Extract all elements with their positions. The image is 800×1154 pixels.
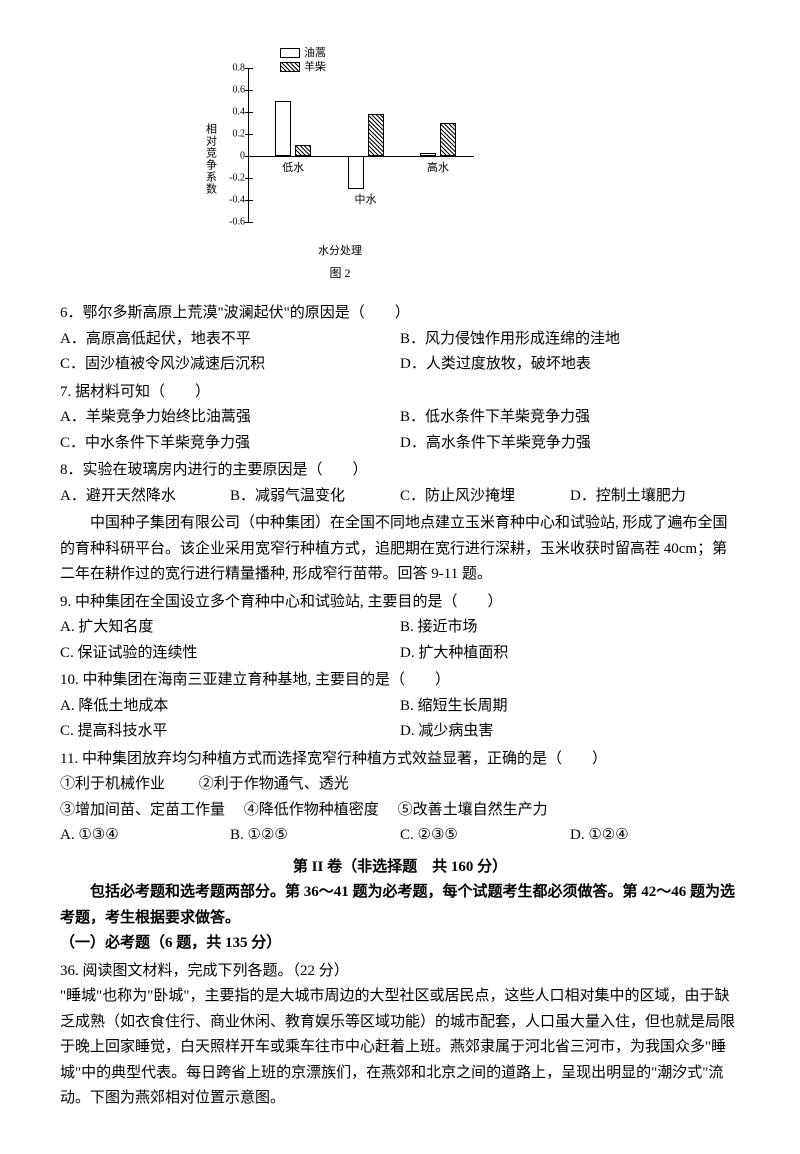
option-a: A．高原高低起伏，地表不平	[60, 327, 400, 353]
bar-chart: 油蒿 羊柴 相对竞争系数 0.8 0.6 0.4 0.2 0 -0.2 -0.4…	[200, 40, 480, 240]
option-c: C. ②③⑤	[400, 823, 570, 849]
part-ii-instructions: 包括必考题和选考题两部分。第 36～41 题为必考题，每个试题考生都必须做答。第…	[60, 880, 740, 931]
option-c: C．防止风沙掩埋	[400, 484, 570, 510]
option-b: B．低水条件下羊柴竞争力强	[400, 405, 740, 431]
part-ii-heading: 第 II 卷（非选择题 共 160 分）	[60, 855, 740, 881]
option-b: B．风力侵蚀作用形成连绵的洼地	[400, 327, 740, 353]
question-9: 9. 中种集团在全国设立多个育种中心和试验站, 主要目的是（ ） A. 扩大知名…	[60, 590, 740, 667]
question-8: 8．实验在玻璃房内进行的主要原因是（ ） A．避开天然降水 B．减弱气温变化 C…	[60, 458, 740, 509]
option-c: C．固沙植被令风沙减速后沉积	[60, 352, 400, 378]
option-a: A. 扩大知名度	[60, 615, 400, 641]
bar-open	[420, 153, 436, 156]
legend-swatch-open	[280, 48, 300, 58]
x-axis-title: 水分处理	[200, 242, 480, 261]
question-10: 10. 中种集团在海南三亚建立育种基地, 主要目的是（ ） A. 降低土地成本 …	[60, 668, 740, 745]
option-d: D. 扩大种植面积	[400, 641, 740, 667]
bar-open	[348, 156, 364, 189]
bar-hash	[440, 123, 456, 156]
y-tick-label: 0.4	[213, 104, 245, 121]
item-2: ②利于作物通气、透光	[199, 776, 349, 792]
y-tick-label: 0.2	[213, 126, 245, 143]
figure-caption: 图 2	[200, 263, 480, 283]
question-body: "睡城"也称为"卧城"，主要指的是大城市周边的大型社区或居民点，这些人口相对集中…	[60, 984, 740, 1112]
bar-chart-figure: 油蒿 羊柴 相对竞争系数 0.8 0.6 0.4 0.2 0 -0.2 -0.4…	[200, 40, 480, 283]
question-36: 36. 阅读图文材料，完成下列各题。（22 分） "睡城"也称为"卧城"，主要指…	[60, 959, 740, 1112]
question-stem: 11. 中种集团放弃均匀种植方式而选择宽窄行种植方式效益显著，正确的是（ ）	[60, 747, 740, 773]
question-stem: 7. 据材料可知（ ）	[60, 380, 740, 406]
option-d: D. ①②④	[570, 823, 740, 849]
passage-9-11: 中国种子集团有限公司（中种集团）在全国不同地点建立玉米育种中心和试验站, 形成了…	[60, 511, 740, 588]
question-6: 6．鄂尔多斯高原上荒漠"波澜起伏"的原因是（ ） A．高原高低起伏，地表不平 B…	[60, 301, 740, 378]
plot-area: 低水 中水 高水	[248, 68, 474, 222]
y-tick-label: -0.6	[213, 214, 245, 231]
question-11: 11. 中种集团放弃均匀种植方式而选择宽窄行种植方式效益显著，正确的是（ ） ①…	[60, 747, 740, 849]
option-a: A．避开天然降水	[60, 484, 230, 510]
y-tick-label: 0.6	[213, 82, 245, 99]
legend-item: 油蒿	[280, 46, 326, 60]
option-d: D．人类过度放牧，破坏地表	[400, 352, 740, 378]
y-tick-label: 0	[213, 147, 245, 164]
option-c: C. 保证试验的连续性	[60, 641, 400, 667]
option-a: A. 降低土地成本	[60, 694, 400, 720]
question-stem: 9. 中种集团在全国设立多个育种中心和试验站, 主要目的是（ ）	[60, 590, 740, 616]
legend-label: 油蒿	[304, 46, 326, 60]
question-stem: 10. 中种集团在海南三亚建立育种基地, 主要目的是（ ）	[60, 668, 740, 694]
option-b: B. ①②⑤	[230, 823, 400, 849]
item-3: ③增加间苗、定苗工作量	[60, 802, 225, 818]
option-d: D．控制土壤肥力	[570, 484, 740, 510]
question-7: 7. 据材料可知（ ） A．羊柴竞争力始终比油蒿强 B．低水条件下羊柴竞争力强 …	[60, 380, 740, 457]
item-5: ⑤改善土壤自然生产力	[398, 802, 548, 818]
item-4: ④降低作物种植密度	[244, 802, 379, 818]
part-ii-sub: （一）必考题（6 题，共 135 分）	[60, 931, 740, 957]
option-a: A．羊柴竞争力始终比油蒿强	[60, 405, 400, 431]
option-a: A. ①③④	[60, 823, 230, 849]
question-stem: 8．实验在玻璃房内进行的主要原因是（ ）	[60, 458, 740, 484]
y-tick-label: -0.4	[213, 191, 245, 208]
bar-hash	[295, 145, 311, 156]
option-b: B. 缩短生长周期	[400, 694, 740, 720]
option-b: B. 接近市场	[400, 615, 740, 641]
bar-hash	[368, 114, 384, 156]
option-c: C. 提高科技水平	[60, 719, 400, 745]
option-d: D. 减少病虫害	[400, 719, 740, 745]
option-c: C．中水条件下羊柴竞争力强	[60, 431, 400, 457]
y-tick-label: -0.2	[213, 169, 245, 186]
x-category-label: 高水	[427, 159, 449, 178]
question-stem: 36. 阅读图文材料，完成下列各题。（22 分）	[60, 959, 740, 985]
item-1: ①利于机械作业	[60, 776, 165, 792]
x-category-label: 中水	[355, 191, 377, 210]
bar-open	[275, 101, 291, 156]
option-b: B．减弱气温变化	[230, 484, 400, 510]
question-stem: 6．鄂尔多斯高原上荒漠"波澜起伏"的原因是（ ）	[60, 301, 740, 327]
y-tick-label: 0.8	[213, 60, 245, 77]
option-d: D．高水条件下羊柴竞争力强	[400, 431, 740, 457]
x-category-label: 低水	[282, 159, 304, 178]
